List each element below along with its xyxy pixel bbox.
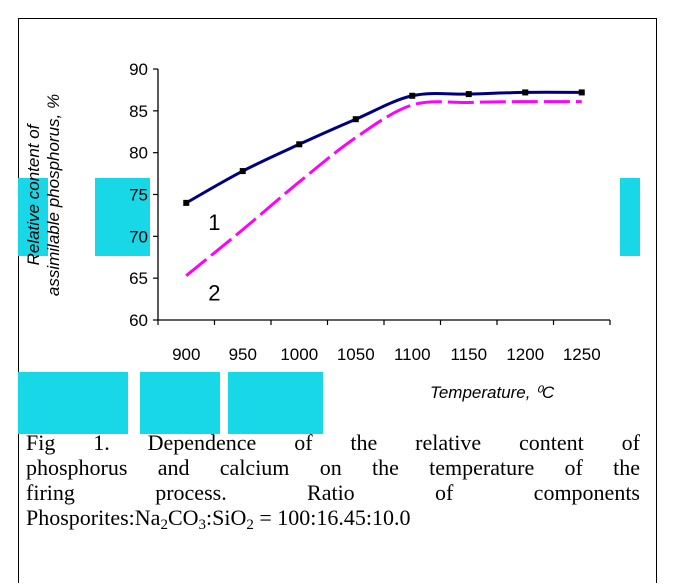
y-axis-label-line1: Relative content of bbox=[24, 124, 43, 266]
y-axis-label-line2: assimilable phosphorus, % bbox=[44, 93, 63, 297]
watermark-block bbox=[18, 178, 48, 256]
x-axis-label: Temperature, ⁰C bbox=[430, 383, 555, 402]
caption-text: = 100:16.45:10.0 bbox=[253, 505, 411, 530]
x-tick-label: 1000 bbox=[280, 345, 318, 364]
y-tick-label: 75 bbox=[129, 186, 148, 205]
series-1-point bbox=[239, 168, 246, 175]
caption-text: CO bbox=[167, 505, 199, 530]
series-2-line bbox=[185, 100, 582, 277]
series-1-line bbox=[185, 90, 582, 205]
x-tick-label: 1250 bbox=[563, 345, 601, 364]
figure-caption: Fig 1. Dependence of the relative conten… bbox=[26, 430, 640, 533]
caption-line: Fig 1. Dependence of the relative conten… bbox=[26, 430, 640, 455]
x-tick-label: 1150 bbox=[450, 345, 487, 364]
series-1-point bbox=[296, 141, 303, 148]
x-tick-label: 1100 bbox=[394, 345, 431, 364]
y-tick-label: 90 bbox=[129, 60, 148, 79]
caption-text: :SiO bbox=[206, 505, 247, 530]
series-2-label: 2 bbox=[208, 281, 220, 306]
figure-frame bbox=[18, 18, 657, 583]
series-1-point bbox=[409, 92, 416, 99]
series-1-label: 1 bbox=[208, 210, 220, 235]
series-1-point bbox=[578, 89, 585, 96]
y-tick-label: 60 bbox=[129, 311, 148, 330]
watermark-block bbox=[18, 372, 128, 434]
x-tick-label: 900 bbox=[172, 345, 200, 364]
y-axis-label: Relative content of assimilable phosphor… bbox=[24, 60, 64, 330]
watermark-block bbox=[140, 372, 220, 434]
series-1-point bbox=[465, 91, 472, 98]
caption-subscript: 2 bbox=[160, 517, 168, 533]
caption-line: firing process. Ratio of components bbox=[26, 480, 640, 505]
x-tick-label: 1200 bbox=[506, 345, 544, 364]
caption-line: phosphorus and calcium on the temperatur… bbox=[26, 455, 640, 480]
caption-text: Phosporites:Na bbox=[26, 505, 161, 530]
caption-subscript: 2 bbox=[246, 517, 254, 533]
watermark-block bbox=[620, 178, 640, 256]
watermark-block bbox=[228, 372, 323, 434]
y-tick-label: 70 bbox=[129, 227, 148, 246]
x-tick-label: 950 bbox=[229, 345, 257, 364]
series-1-point bbox=[352, 116, 359, 123]
series-1-point bbox=[522, 89, 529, 96]
x-tick-label: 1050 bbox=[337, 345, 375, 364]
watermark-block bbox=[95, 178, 150, 256]
series-1-point bbox=[183, 199, 190, 206]
y-tick-label: 80 bbox=[129, 144, 148, 163]
y-tick-label: 85 bbox=[129, 102, 148, 121]
caption-subscript: 3 bbox=[198, 517, 207, 533]
y-tick-label: 65 bbox=[129, 269, 148, 288]
caption-line: Phosporites:Na2CO3:SiO2 = 100:16.45:10.0 bbox=[26, 505, 640, 533]
